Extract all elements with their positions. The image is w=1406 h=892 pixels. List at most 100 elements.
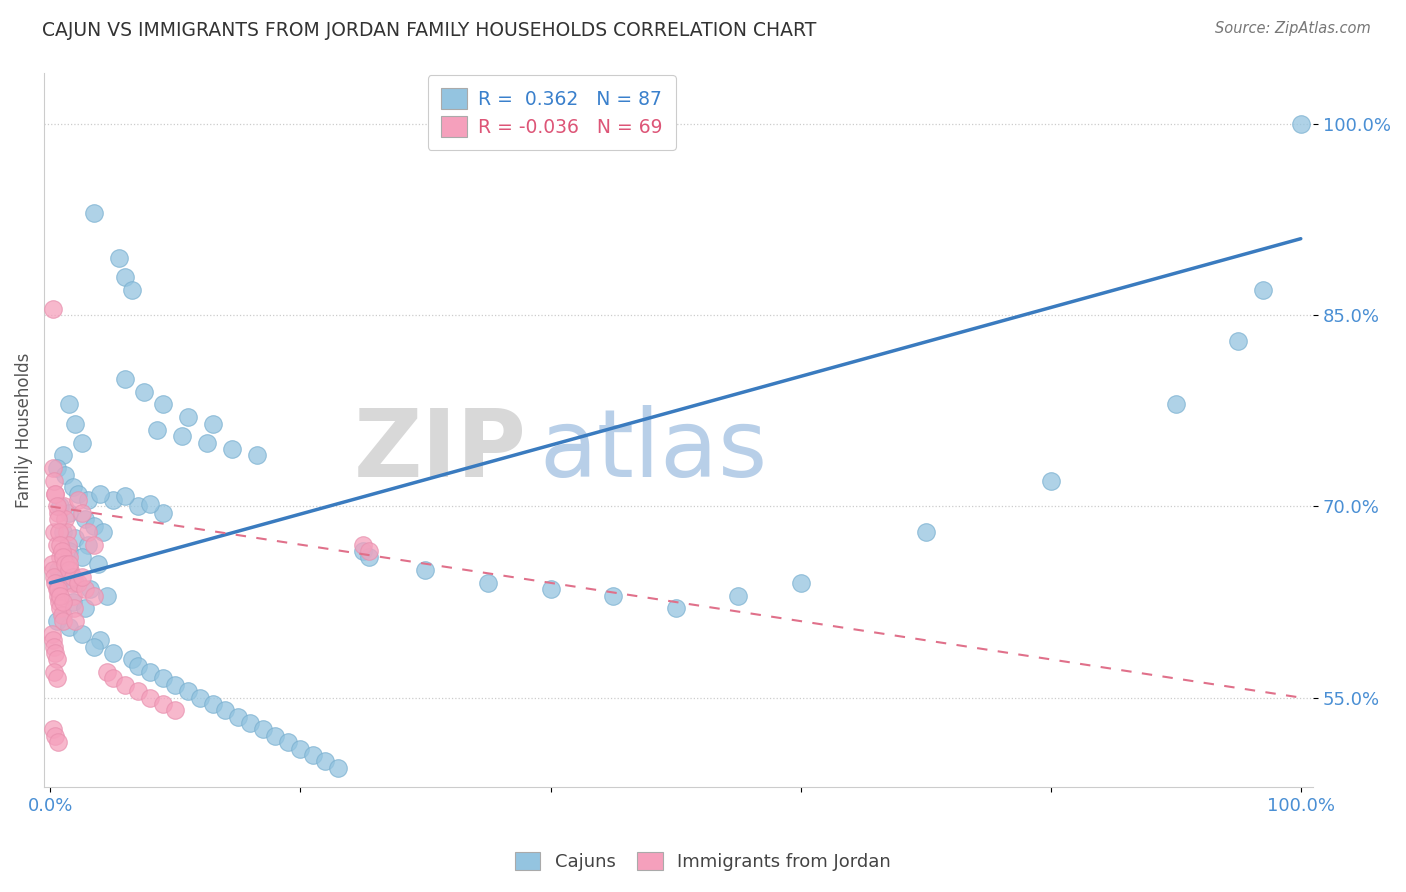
- Point: [352, 544, 374, 558]
- Point: [75, 512, 97, 526]
- Point: [51, 607, 73, 622]
- Point: [45, 582, 67, 597]
- Point: [165, 703, 187, 717]
- Point: [91, 524, 114, 539]
- Point: [58, 550, 80, 565]
- Point: [114, 489, 136, 503]
- Point: [46, 563, 69, 577]
- Point: [58, 506, 80, 520]
- Point: [66, 493, 89, 508]
- Point: [152, 506, 174, 520]
- Point: [42, 474, 65, 488]
- Point: [101, 672, 124, 686]
- Point: [48, 595, 70, 609]
- Point: [42, 640, 65, 654]
- Point: [352, 538, 374, 552]
- Point: [214, 703, 236, 717]
- Point: [83, 640, 105, 654]
- Point: [246, 449, 269, 463]
- Point: [359, 544, 381, 558]
- Point: [60, 575, 83, 590]
- Point: [52, 595, 75, 609]
- Point: [70, 627, 93, 641]
- Point: [65, 614, 87, 628]
- Point: [152, 672, 174, 686]
- Point: [42, 524, 65, 539]
- Point: [170, 429, 193, 443]
- Point: [1227, 334, 1250, 348]
- Point: [177, 684, 200, 698]
- Point: [58, 620, 80, 634]
- Point: [87, 557, 110, 571]
- Point: [46, 589, 69, 603]
- Point: [152, 397, 174, 411]
- Point: [83, 518, 105, 533]
- Point: [42, 665, 65, 679]
- Point: [415, 563, 437, 577]
- Point: [42, 301, 65, 316]
- Point: [44, 575, 66, 590]
- Point: [52, 607, 75, 622]
- Point: [165, 678, 187, 692]
- Point: [45, 652, 67, 666]
- Point: [66, 486, 89, 500]
- Point: [59, 563, 82, 577]
- Point: [63, 601, 86, 615]
- Point: [83, 206, 105, 220]
- Point: [326, 761, 349, 775]
- Point: [79, 582, 101, 597]
- Text: atlas: atlas: [538, 405, 768, 498]
- Point: [121, 283, 143, 297]
- Point: [264, 729, 287, 743]
- Point: [89, 486, 111, 500]
- Point: [114, 678, 136, 692]
- Point: [134, 384, 156, 399]
- Point: [53, 500, 76, 514]
- Point: [314, 755, 336, 769]
- Y-axis label: Family Households: Family Households: [15, 352, 32, 508]
- Point: [45, 614, 67, 628]
- Point: [52, 449, 75, 463]
- Point: [46, 582, 69, 597]
- Point: [58, 563, 80, 577]
- Point: [70, 435, 93, 450]
- Point: [62, 595, 84, 609]
- Point: [70, 506, 93, 520]
- Point: [42, 569, 65, 583]
- Point: [65, 417, 87, 431]
- Point: [66, 575, 89, 590]
- Point: [1164, 397, 1187, 411]
- Point: [45, 672, 67, 686]
- Point: [46, 506, 69, 520]
- Point: [96, 665, 118, 679]
- Point: [127, 658, 149, 673]
- Point: [664, 601, 686, 615]
- Point: [477, 575, 499, 590]
- Point: [49, 500, 72, 514]
- Point: [96, 589, 118, 603]
- Point: [44, 486, 66, 500]
- Point: [48, 524, 70, 539]
- Point: [1251, 283, 1274, 297]
- Point: [49, 538, 72, 552]
- Point: [239, 716, 262, 731]
- Point: [42, 563, 65, 577]
- Point: [290, 741, 312, 756]
- Point: [201, 417, 224, 431]
- Point: [58, 544, 80, 558]
- Point: [602, 589, 624, 603]
- Point: [226, 710, 249, 724]
- Point: [44, 646, 66, 660]
- Point: [53, 512, 76, 526]
- Point: [101, 646, 124, 660]
- Point: [52, 614, 75, 628]
- Point: [127, 684, 149, 698]
- Point: [727, 589, 749, 603]
- Point: [41, 557, 63, 571]
- Point: [277, 735, 299, 749]
- Point: [65, 575, 87, 590]
- Point: [44, 486, 66, 500]
- Point: [359, 550, 381, 565]
- Point: [302, 747, 325, 762]
- Point: [101, 493, 124, 508]
